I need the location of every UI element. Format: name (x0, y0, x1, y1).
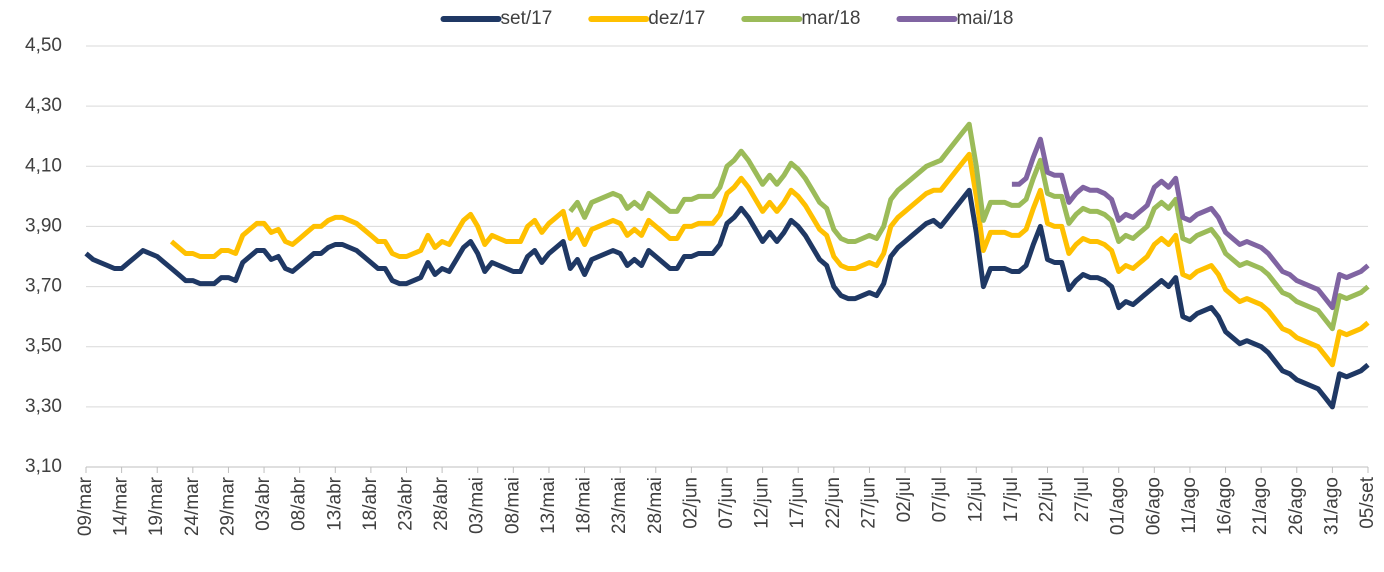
x-tick-label: 26/ago (1286, 477, 1307, 535)
y-tick-label: 3,70 (25, 276, 62, 297)
x-tick-label: 16/ago (1215, 477, 1236, 535)
x-tick-label: 07/jul (930, 477, 951, 522)
x-tick-label: 19/mar (146, 476, 167, 536)
x-tick-label: 03/abr (253, 476, 274, 531)
y-tick-label: 3,30 (25, 396, 62, 417)
x-tick-label: 21/ago (1250, 477, 1271, 535)
x-tick-label: 18/abr (360, 476, 381, 531)
x-tick-label: 09/mar (75, 476, 96, 536)
x-tick-label: 31/ago (1321, 477, 1342, 535)
x-tick-label: 23/mai (609, 477, 630, 534)
x-tick-label: 03/mai (467, 477, 488, 534)
x-tick-label: 05/set (1357, 476, 1378, 528)
x-tick-label: 02/jun (680, 477, 701, 529)
legend-label: set/17 (501, 8, 553, 29)
x-tick-label: 22/jul (1037, 477, 1058, 522)
x-tick-label: 08/mai (502, 477, 523, 534)
x-tick-label: 22/jun (823, 477, 844, 529)
x-tick-label: 13/abr (324, 476, 345, 531)
x-tick-label: 11/ago (1179, 477, 1200, 534)
x-tick-label: 17/jun (787, 477, 808, 529)
x-tick-label: 01/ago (1108, 477, 1129, 535)
y-tick-label: 3,10 (25, 456, 62, 477)
line-series (169, 151, 1370, 368)
x-tick-label: 12/jul (965, 477, 986, 522)
y-tick-label: 4,10 (25, 155, 62, 176)
legend-label: mar/18 (801, 8, 860, 29)
line-series (1011, 136, 1370, 311)
x-tick-label: 28/abr (431, 476, 452, 531)
y-tick-label: 4,50 (25, 35, 62, 56)
x-tick-label: 13/mai (538, 477, 559, 534)
x-tick-label: 28/mai (645, 477, 666, 534)
x-tick-label: 02/jul (894, 477, 915, 522)
x-tick-label: 27/jul (1072, 477, 1093, 522)
y-tick-label: 3,90 (25, 215, 62, 236)
line-series (568, 121, 1370, 332)
y-tick-label: 3,50 (25, 336, 62, 357)
x-tick-label: 17/jul (1001, 477, 1022, 522)
y-tick-label: 4,30 (25, 95, 62, 116)
x-tick-label: 12/jun (752, 477, 773, 529)
x-tick-label: 08/abr (289, 476, 310, 531)
x-tick-label: 14/mar (111, 476, 132, 536)
x-tick-label: 27/jun (858, 477, 879, 529)
x-tick-label: 07/jun (716, 477, 737, 529)
x-tick-label: 24/mar (182, 476, 203, 536)
x-tick-label: 29/mar (217, 476, 238, 536)
x-tick-label: 23/abr (396, 476, 417, 531)
legend-label: dez/17 (648, 8, 705, 29)
x-tick-label: 18/mai (574, 477, 595, 534)
line-series (84, 187, 1370, 410)
legend-label: mai/18 (956, 8, 1013, 29)
x-tick-label: 06/ago (1143, 477, 1164, 535)
